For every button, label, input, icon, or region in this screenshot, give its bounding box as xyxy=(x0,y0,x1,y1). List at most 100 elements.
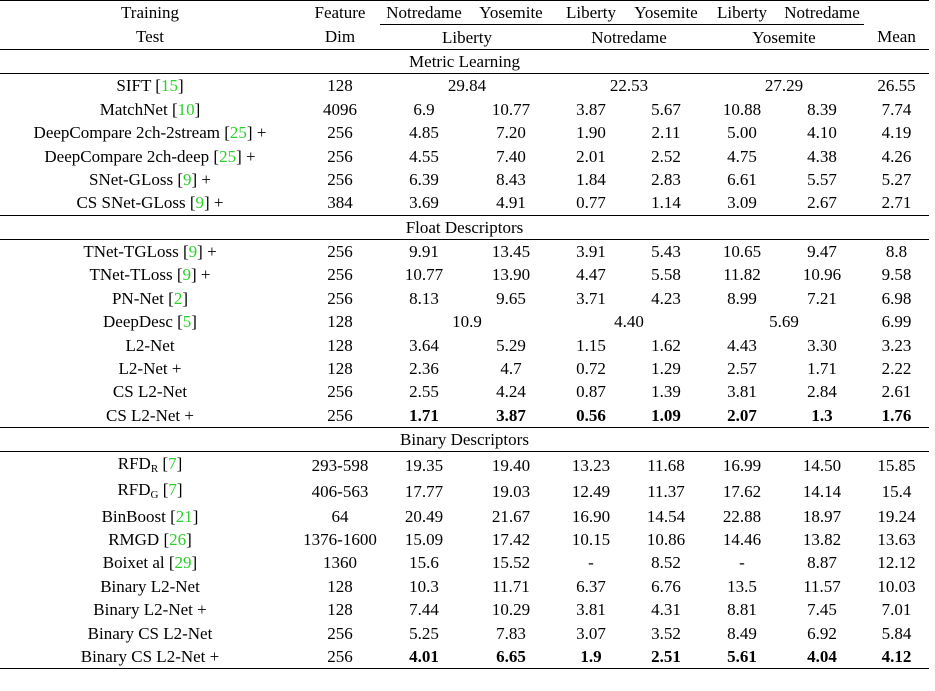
section-title: Float Descriptors xyxy=(0,214,929,240)
value-cell: 2.55 xyxy=(409,382,439,402)
value-cell: 2.01 xyxy=(576,146,606,166)
mean-cell: 15.85 xyxy=(864,451,929,479)
value-cell: 4.75 xyxy=(727,146,757,166)
method-cell: CS SNet-GLoss [9] + xyxy=(76,193,224,213)
value-cell: 4.7 xyxy=(500,359,522,379)
citation-link[interactable]: 21 xyxy=(175,506,193,526)
method-cell: CS L2-Net + xyxy=(0,404,300,428)
value-cell: 1.15 xyxy=(576,335,606,355)
table-row: DeepCompare 2ch-2stream [25] + 256 4.85 7.2… xyxy=(0,121,929,144)
value-cell: 3.69 xyxy=(409,193,439,213)
value-cell: 5.25 xyxy=(409,623,439,643)
value-cell: 19.03 xyxy=(491,481,531,501)
value-cell: 2.11 xyxy=(651,123,681,143)
value-cell: 10.3 xyxy=(409,576,439,596)
value-cell: 4.85 xyxy=(409,123,439,143)
mean-cell: 12.12 xyxy=(877,553,916,573)
value-cell: 4.01 xyxy=(380,644,468,670)
mean-cell: 5.27 xyxy=(881,169,912,189)
value-cell: 17.42 xyxy=(491,530,531,549)
section-title: Metric Learning xyxy=(0,48,929,74)
header-row-training: Training Feature Notredame Yosemite Libe… xyxy=(0,0,929,25)
results-table: Training Feature Notredame Yosemite Libe… xyxy=(0,0,929,670)
merged-value-cell: 4.40 xyxy=(614,312,644,332)
value-cell: 7.44 xyxy=(409,600,439,620)
value-cell: 14.50 xyxy=(780,451,864,479)
citation-link[interactable]: 9 xyxy=(182,265,192,285)
value-cell: 13.90 xyxy=(491,265,531,285)
dim-cell: 128 xyxy=(327,335,353,355)
value-cell: 6.9 xyxy=(413,99,435,119)
value-cell: 5.00 xyxy=(727,123,757,143)
value-cell: 6.76 xyxy=(651,576,681,596)
method-cell: Binary CS L2-Net + xyxy=(0,644,300,670)
value-cell: 8.13 xyxy=(409,288,439,308)
value-cell: 3.91 xyxy=(554,238,628,264)
citation-link[interactable]: 25 xyxy=(219,146,237,166)
value-cell: 3.87 xyxy=(576,99,606,119)
dim-cell: 256 xyxy=(327,288,353,308)
section-title: Binary Descriptors xyxy=(0,427,929,452)
dim-cell: 1376-1600 xyxy=(303,530,377,549)
value-cell: 8.81 xyxy=(727,600,757,620)
value-cell: 5.29 xyxy=(496,335,526,355)
header-test-set: Liberty xyxy=(380,24,554,50)
value-cell: 12.49 xyxy=(571,481,611,501)
header-train-set: Yosemite xyxy=(628,0,704,25)
citation-link[interactable]: 9 xyxy=(182,169,192,189)
citation-link[interactable]: 5 xyxy=(182,312,192,332)
table-row: Binary L2-Net + 128 7.44 10.29 3.81 4.31 8.81 7… xyxy=(0,598,929,621)
value-cell: 1.84 xyxy=(576,169,606,189)
value-cell: 8.52 xyxy=(651,553,681,573)
header-row-test: Test Dim Liberty Notredame Yosemite Mean xyxy=(0,24,929,50)
method-name: L2-Net xyxy=(125,335,175,355)
value-cell: 9.91 xyxy=(380,238,468,264)
method-name: L2-Net + xyxy=(118,359,182,379)
citation-link[interactable]: 9 xyxy=(195,193,205,213)
mean-cell: 9.58 xyxy=(881,265,912,285)
method-name: SNet-GLoss xyxy=(89,169,174,189)
value-cell: 10.96 xyxy=(802,265,842,285)
value-cell: 11.57 xyxy=(803,576,841,596)
citation-link[interactable]: 15 xyxy=(160,76,178,96)
citation-link[interactable]: 7 xyxy=(168,480,177,500)
table-row: L2-Net 128 3.64 5.29 1.15 1.62 4.43 3.30 3.23 xyxy=(0,333,929,356)
value-cell: 14.54 xyxy=(646,506,686,526)
value-cell: 17.77 xyxy=(404,481,444,501)
header-train-set: Notredame xyxy=(380,0,468,25)
citation-link[interactable]: 10 xyxy=(177,99,195,119)
value-cell: 22.88 xyxy=(722,506,762,526)
value-cell: 2.84 xyxy=(807,382,837,402)
citation-link[interactable]: 2 xyxy=(173,288,183,308)
value-cell: 4.47 xyxy=(576,265,606,285)
value-cell: 5.43 xyxy=(628,238,704,264)
method-cell: TNet-TLoss [9] + xyxy=(89,265,211,285)
plus-marker: + xyxy=(209,193,224,213)
value-cell: 3.30 xyxy=(807,335,837,355)
method-cell: Boixet al [29] xyxy=(102,553,198,573)
table-row: DeepCompare 2ch-deep [25] + 256 4.55 7.40 2.… xyxy=(0,144,929,167)
dim-cell: 256 xyxy=(300,238,380,264)
citation-link[interactable]: 9 xyxy=(188,242,198,262)
dim-cell: 256 xyxy=(327,405,353,425)
method-name: CS SNet-GLoss xyxy=(76,193,186,213)
value-cell: - xyxy=(739,553,745,573)
method-cell: DeepCompare 2ch-2stream [25] + xyxy=(33,123,267,143)
dim-cell: 128 xyxy=(300,73,380,98)
method-name: RMGD xyxy=(108,530,160,549)
citation-link[interactable]: 25 xyxy=(229,123,247,143)
header-feature-label: Feature xyxy=(300,0,380,25)
citation-link[interactable]: 29 xyxy=(174,553,192,573)
value-cell: 8.87 xyxy=(807,553,837,573)
header-training-label: Training xyxy=(0,0,300,25)
value-cell: 10.88 xyxy=(722,99,762,119)
table-row: CS L2-Net + 256 1.71 3.87 0.56 1.09 2.07 1.3 1.7… xyxy=(0,404,929,428)
mean-cell: 15.4 xyxy=(881,481,912,501)
method-subscript: R xyxy=(150,463,159,476)
table-row: PN-Net [2] 256 8.13 9.65 3.71 4.23 8.99 7.21 6.9… xyxy=(0,287,929,310)
citation-link[interactable]: 7 xyxy=(168,454,177,474)
citation-link[interactable]: 26 xyxy=(169,530,187,549)
method-name: Binary CS L2-Net + xyxy=(80,646,220,666)
dim-cell: 256 xyxy=(327,146,353,166)
